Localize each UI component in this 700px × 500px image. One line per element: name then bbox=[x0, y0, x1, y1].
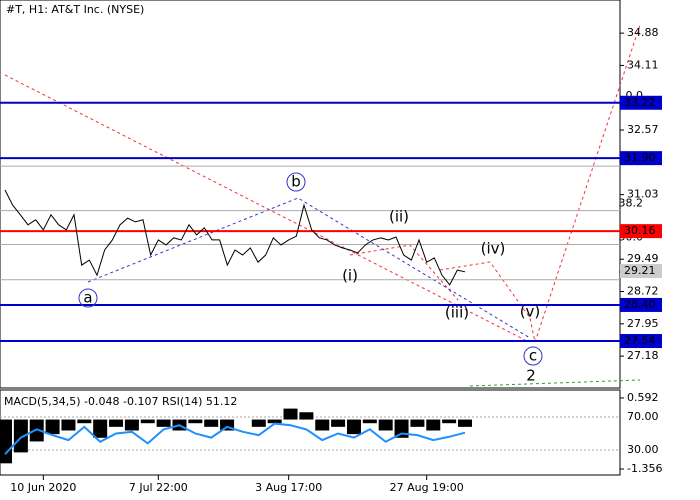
macd-bar bbox=[378, 419, 393, 431]
price-label: 29.21 bbox=[624, 264, 656, 277]
wave-label: c bbox=[529, 347, 537, 365]
x-tick-label: 3 Aug 17:00 bbox=[255, 481, 322, 494]
level-label: 31.90 bbox=[624, 151, 656, 164]
x-tick-label: 10 Jun 2020 bbox=[10, 481, 76, 494]
macd-bar bbox=[251, 419, 266, 427]
macd-bar bbox=[188, 419, 203, 424]
macd-bar bbox=[331, 419, 346, 427]
y-tick-label: 31.03 bbox=[627, 188, 659, 201]
macd-bar bbox=[410, 419, 425, 427]
y-tick-label: 34.11 bbox=[627, 58, 659, 71]
macd-bar bbox=[13, 419, 28, 453]
wave-circle bbox=[523, 346, 543, 366]
y-tick-label: 27.18 bbox=[627, 349, 659, 362]
y-tick-label: 28.72 bbox=[627, 285, 659, 298]
wave-label: (ii) bbox=[389, 208, 409, 226]
fib-label: 38.2 bbox=[619, 197, 644, 210]
macd-bar bbox=[220, 419, 235, 431]
y2-tick-label: 0.592 bbox=[627, 391, 659, 404]
macd-bar bbox=[442, 419, 457, 424]
price-box bbox=[620, 263, 662, 278]
macd-bar bbox=[140, 419, 155, 424]
macd-bar bbox=[93, 419, 108, 438]
y-tick-label: 70.00 bbox=[627, 410, 659, 423]
wave-label: a bbox=[83, 289, 92, 307]
main-panel bbox=[0, 0, 621, 389]
indicator-title: MACD(5,34,5) -0.048 -0.107 RSI(14) 51.12 bbox=[4, 395, 237, 408]
y-tick-label: 27.95 bbox=[627, 317, 659, 330]
macd-bar bbox=[156, 419, 171, 427]
macd-bar bbox=[61, 419, 76, 431]
macd-bar bbox=[267, 419, 282, 424]
macd-bar bbox=[362, 419, 377, 424]
level-label: 33.22 bbox=[624, 96, 656, 109]
x-tick-label: 7 Jul 22:00 bbox=[129, 481, 188, 494]
macd-bar bbox=[283, 408, 298, 420]
level-box bbox=[620, 297, 662, 312]
level-box bbox=[620, 151, 662, 166]
macd-bar bbox=[315, 419, 330, 431]
macd-bar bbox=[458, 419, 472, 427]
level-label: 28.40 bbox=[624, 298, 656, 311]
wave-label: b bbox=[291, 173, 301, 191]
wave-circle bbox=[78, 288, 98, 308]
macd-bar bbox=[299, 412, 314, 420]
macd-bar bbox=[77, 419, 92, 424]
level-box bbox=[620, 224, 662, 239]
price-line bbox=[4, 189, 466, 286]
y-tick-label: 29.49 bbox=[627, 252, 659, 265]
macd-bar bbox=[124, 419, 139, 431]
wave-label: (iii) bbox=[445, 304, 469, 322]
wave-label: 2 bbox=[526, 367, 536, 385]
y2-tick-label: -1.356 bbox=[627, 462, 662, 475]
macd-bar bbox=[204, 419, 219, 427]
level-box bbox=[620, 334, 662, 349]
macd-bar bbox=[0, 419, 12, 464]
level-label: 30.16 bbox=[624, 224, 656, 237]
wave-label: (i) bbox=[342, 267, 358, 285]
y-tick-label: 32.57 bbox=[627, 123, 659, 136]
macd-bar bbox=[29, 419, 44, 442]
macd-bar bbox=[426, 419, 441, 431]
chart-title: #T, H1: AT&T Inc. (NYSE) bbox=[6, 3, 144, 16]
y-tick-label: 30.00 bbox=[627, 443, 659, 456]
wave-label: (iv) bbox=[481, 240, 506, 258]
wave-label: (v) bbox=[520, 303, 541, 321]
indicator-panel bbox=[0, 389, 621, 476]
rsi-line bbox=[4, 422, 466, 455]
macd-bar bbox=[45, 419, 60, 435]
macd-bar bbox=[109, 419, 124, 427]
wave-circle bbox=[286, 172, 306, 192]
macd-bar bbox=[346, 419, 361, 435]
y-tick-label: 34.88 bbox=[627, 26, 659, 39]
wave-lines bbox=[4, 24, 641, 387]
level-box bbox=[620, 95, 662, 110]
level-label: 27.54 bbox=[624, 334, 656, 347]
x-tick-label: 27 Aug 19:00 bbox=[390, 481, 464, 494]
